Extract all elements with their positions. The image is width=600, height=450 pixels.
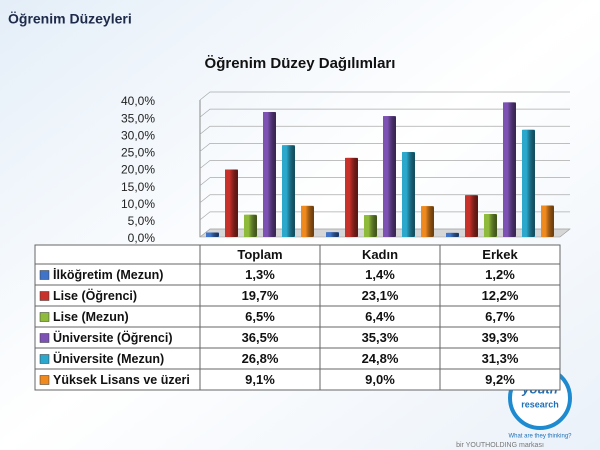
- value-label: 24,8%: [362, 351, 399, 366]
- x-tick-label: Kadın: [362, 247, 398, 262]
- bar: [206, 232, 219, 237]
- bar: [503, 102, 516, 238]
- legend-swatch: [39, 354, 50, 364]
- tagline: What are they thinking?: [508, 434, 572, 440]
- bar: [326, 232, 339, 237]
- value-label: 26,8%: [242, 351, 279, 366]
- legend-label: Lise (Öğrenci): [53, 288, 137, 303]
- legend-swatch: [39, 270, 50, 280]
- value-label: 9,0%: [365, 372, 395, 387]
- bar: [345, 157, 358, 237]
- value-label: 1,2%: [485, 267, 515, 282]
- y-tick-label: 5,0%: [128, 214, 156, 228]
- grid-line: [199, 194, 570, 204]
- y-tick-label: 25,0%: [121, 146, 155, 160]
- grid-line: [199, 228, 570, 238]
- value-label: 36,5%: [242, 330, 279, 345]
- grid-line: [199, 108, 570, 118]
- bar: [465, 195, 478, 237]
- value-label: 1,4%: [365, 267, 395, 282]
- value-label: 35,3%: [362, 330, 399, 345]
- y-tick-label: 20,0%: [121, 163, 155, 177]
- legend-label: İlköğretim (Mezun): [53, 267, 163, 282]
- bar: [225, 169, 238, 237]
- bar: [263, 111, 276, 237]
- grid-line: [199, 91, 570, 101]
- bar: [244, 214, 257, 237]
- legend-label: Üniversite (Öğrenci): [53, 330, 172, 345]
- table-bg: [34, 244, 561, 391]
- x-tick-label: Toplam: [237, 247, 282, 262]
- value-label: 6,4%: [365, 309, 395, 324]
- value-label: 31,3%: [482, 351, 519, 366]
- y-tick-label: 40,0%: [121, 94, 155, 108]
- bar: [402, 152, 415, 237]
- y-tick-label: 30,0%: [121, 128, 155, 142]
- y-tick-label: 15,0%: [121, 180, 155, 194]
- value-label: 9,1%: [245, 372, 275, 387]
- value-label: 6,7%: [485, 309, 515, 324]
- y-tick-label: 10,0%: [121, 197, 155, 211]
- bar: [282, 145, 295, 237]
- legend-label: Lise (Mezun): [53, 310, 129, 324]
- legend-swatch: [39, 333, 50, 343]
- legend-swatch: [39, 375, 50, 385]
- value-label: 19,7%: [242, 288, 279, 303]
- legend-label: Üniversite (Mezun): [53, 351, 164, 366]
- value-label: 9,2%: [485, 372, 515, 387]
- bar: [522, 129, 535, 237]
- bar: [541, 205, 554, 237]
- grid-line: [199, 211, 570, 221]
- bar: [446, 232, 459, 237]
- bar: [383, 116, 396, 237]
- value-label: 23,1%: [362, 288, 399, 303]
- y-tick-label: 35,0%: [121, 111, 155, 125]
- page-title: Öğrenim Düzeyleri: [8, 11, 132, 27]
- legend-swatch: [39, 291, 50, 301]
- grid-line: [199, 125, 570, 135]
- value-label: 6,5%: [245, 309, 275, 324]
- legend-swatch: [39, 312, 50, 322]
- footer: bir YOUTHOLDING markası: [456, 442, 544, 449]
- bar: [301, 205, 314, 237]
- grid-line: [199, 160, 570, 169]
- chart-title: Öğrenim Düzey Dağılımları: [205, 55, 396, 72]
- value-label: 39,3%: [482, 330, 519, 345]
- bar: [421, 206, 434, 237]
- grid-line: [199, 177, 570, 186]
- logo-text: research: [521, 399, 559, 409]
- bar: [484, 214, 497, 237]
- x-tick-label: Erkek: [482, 247, 518, 262]
- value-label: 12,2%: [482, 288, 519, 303]
- bar: [364, 215, 377, 237]
- legend-label: Yüksek Lisans ve üzeri: [53, 373, 190, 387]
- y-tick-label: 0,0%: [128, 231, 156, 245]
- value-label: 1,3%: [245, 267, 275, 282]
- grid-line: [199, 143, 570, 152]
